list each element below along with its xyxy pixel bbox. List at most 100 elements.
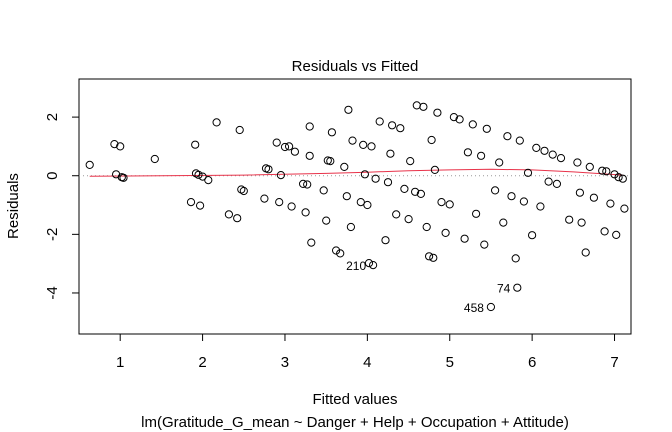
residual-point <box>602 167 611 176</box>
residual-point <box>612 230 621 239</box>
residual-point <box>371 174 380 183</box>
residual-point <box>194 170 203 179</box>
residual-point <box>305 151 314 160</box>
residual-point <box>620 204 629 213</box>
y-axis: -4 -2 0 2 <box>44 113 80 300</box>
residual-point <box>445 200 454 209</box>
residual-point <box>392 210 401 219</box>
residual-point <box>344 105 353 114</box>
x-axis: 1 2 3 4 5 6 7 <box>116 333 619 371</box>
residual-point <box>614 173 623 182</box>
residual-point <box>326 157 335 166</box>
residual-point <box>150 154 159 164</box>
x-tick-label: 3 <box>281 354 289 371</box>
residual-point <box>360 170 369 179</box>
residual-point <box>367 142 376 151</box>
residual-point <box>285 142 294 151</box>
residual-point <box>427 135 436 145</box>
residual-point <box>491 186 500 195</box>
residual-point <box>400 184 409 193</box>
residual-point <box>511 254 520 263</box>
residual-point <box>536 202 545 211</box>
residual-point <box>272 138 281 147</box>
residual-point <box>191 140 200 149</box>
smoother-line <box>89 168 623 177</box>
residual-point <box>276 171 285 180</box>
residual-point <box>528 231 537 240</box>
residual-point <box>299 179 308 188</box>
residual-point <box>455 115 464 124</box>
residual-point <box>519 197 529 206</box>
residual-point <box>425 252 434 261</box>
residual-point <box>600 227 609 236</box>
x-tick-label: 4 <box>363 354 371 371</box>
residual-point <box>396 124 405 133</box>
y-tick-label: -2 <box>44 228 61 241</box>
residual-point <box>237 185 246 194</box>
residual-point <box>356 198 365 207</box>
x-axis-label: Fitted values <box>312 391 397 408</box>
x-tick-label: 7 <box>610 354 618 371</box>
residual-point <box>110 140 119 149</box>
chart-subtitle: lm(Gratitude_G_mean ~ Danger + Help + Oc… <box>141 414 569 431</box>
residual-point <box>610 170 619 179</box>
residual-point <box>369 261 378 270</box>
residual-point <box>359 140 368 149</box>
residual-point <box>548 150 557 159</box>
residual-point <box>515 136 524 145</box>
residual-point <box>307 238 316 247</box>
residual-point <box>416 189 425 198</box>
residual-point <box>224 210 233 219</box>
y-tick-label: 0 <box>44 172 61 180</box>
x-tick-label: 2 <box>198 354 206 371</box>
residual-point <box>480 240 489 249</box>
residual-point <box>363 200 372 210</box>
residual-point <box>575 188 585 197</box>
residual-point <box>581 248 590 257</box>
residual-point <box>468 120 477 129</box>
residual-point <box>463 148 472 157</box>
residual-point <box>406 157 415 166</box>
y-axis-label: Residuals <box>5 173 22 239</box>
residual-point <box>336 249 345 258</box>
residual-point <box>441 228 450 237</box>
residual-point <box>186 198 196 207</box>
outlier-label: 458 <box>464 301 484 315</box>
residual-point <box>430 165 439 174</box>
chart-title: Residuals vs Fitted <box>292 58 419 75</box>
residual-point <box>422 222 431 232</box>
residual-point <box>606 199 615 208</box>
residual-point <box>332 246 341 255</box>
residual-point <box>486 302 495 312</box>
residual-point <box>305 122 314 131</box>
residual-point <box>404 215 413 224</box>
x-tick-label: 5 <box>446 354 454 371</box>
residual-point <box>383 178 393 187</box>
plot-frame <box>78 78 632 335</box>
residual-point <box>523 168 533 177</box>
residual-point <box>552 179 562 188</box>
residual-point <box>346 222 355 232</box>
residual-point <box>386 149 395 158</box>
residual-point <box>472 209 481 218</box>
residual-point <box>204 176 213 185</box>
y-tick-label: -4 <box>44 286 61 299</box>
residual-point <box>499 218 508 227</box>
residual-point <box>556 154 566 163</box>
residual-point <box>544 177 553 186</box>
residual-point <box>419 102 428 111</box>
residual-point <box>381 236 390 245</box>
residual-point <box>303 180 312 189</box>
residual-point <box>577 218 586 227</box>
residual-point <box>287 202 296 211</box>
points-layer <box>85 101 629 312</box>
residual-point <box>429 253 438 262</box>
residual-point <box>327 128 336 137</box>
residual-point <box>437 198 446 207</box>
residual-point <box>565 215 574 224</box>
residual-point <box>290 147 299 156</box>
residual-point <box>585 162 594 171</box>
outlier-label: 210 <box>346 259 366 273</box>
residual-point <box>433 108 442 117</box>
